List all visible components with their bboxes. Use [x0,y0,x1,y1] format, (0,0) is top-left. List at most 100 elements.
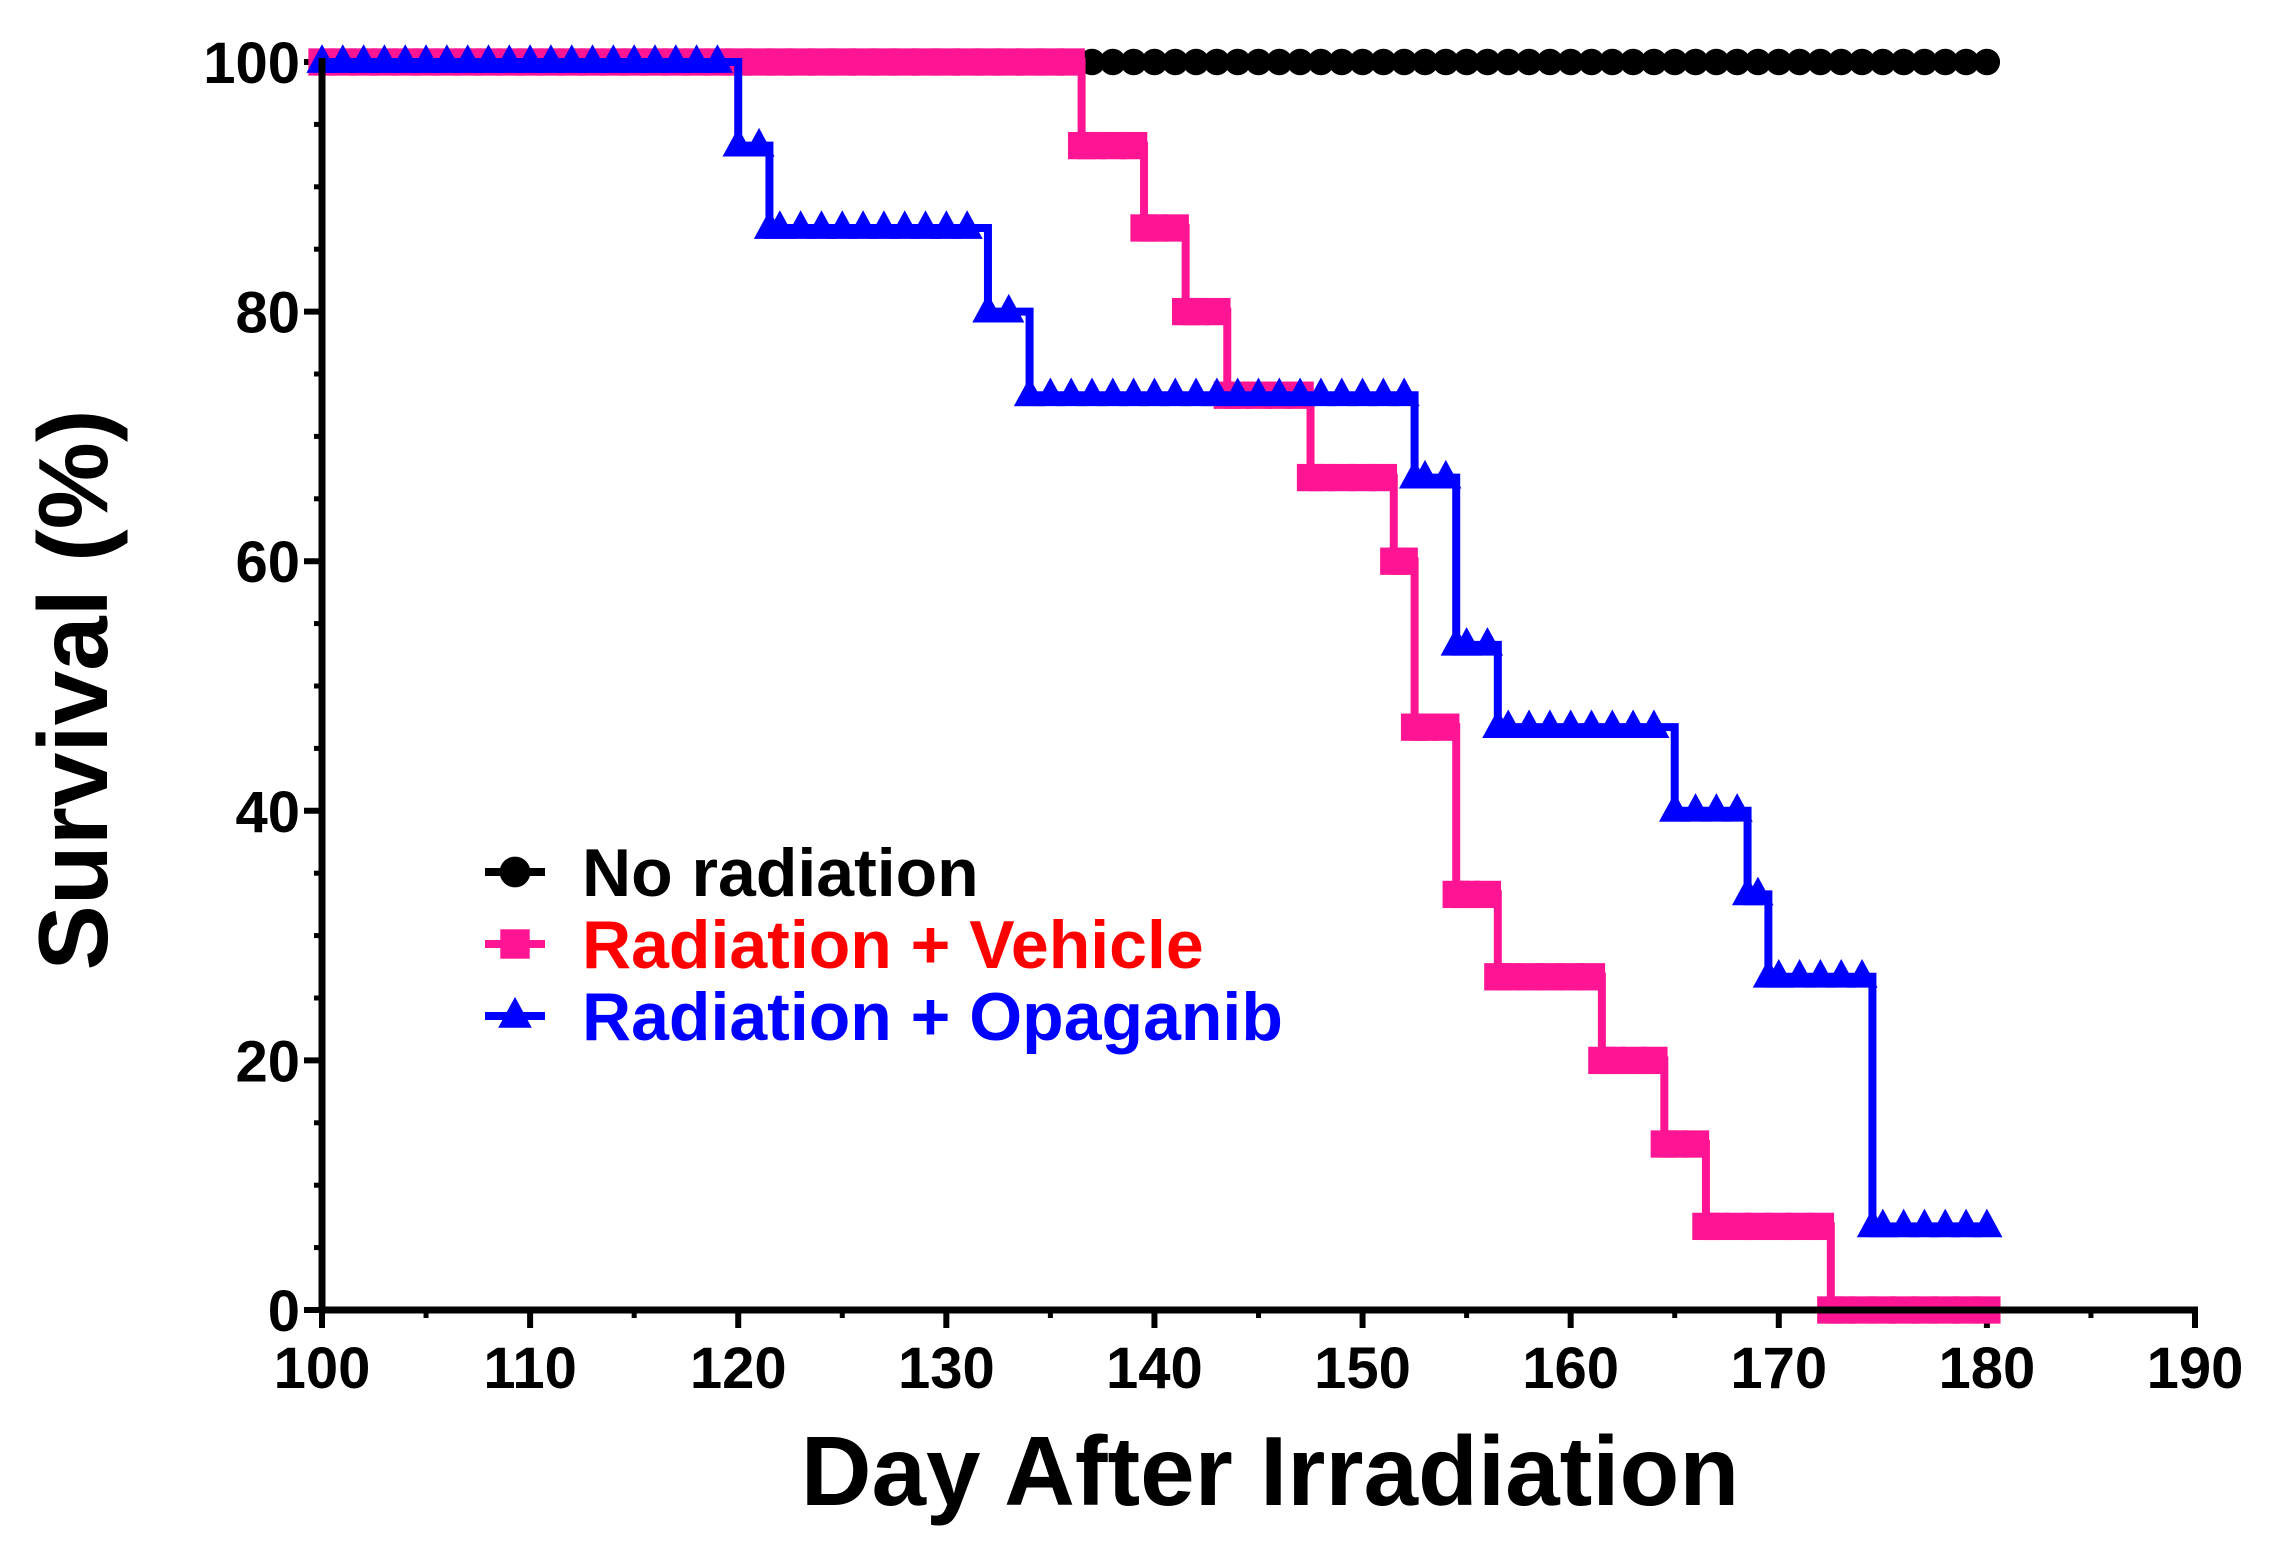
data-point [1828,48,1855,76]
data-point [868,210,900,239]
x-tick-label: 130 [898,1336,995,1401]
data-point [1513,709,1545,739]
data-point [1650,1130,1678,1158]
data-point [1495,48,1522,76]
data-point [1263,377,1295,407]
data-point [1222,377,1254,407]
data-point [1305,377,1337,407]
data-point [972,293,1004,323]
data-point [597,44,629,73]
data-point [452,44,484,73]
data-point [1120,48,1147,76]
data-point [1846,959,1878,988]
data-point [753,210,786,239]
data-point [1848,48,1876,76]
data-point [1619,48,1647,76]
x-tick-label: 190 [2147,1336,2244,1401]
data-point [930,210,962,239]
data-point [1440,627,1472,656]
data-point [1266,48,1293,76]
x-tick-label: 100 [274,1336,371,1401]
data-point [1703,48,1730,76]
data-point [1804,959,1836,988]
legend-label: Radiation + Vehicle [582,907,1204,983]
data-point [1534,709,1566,739]
data-point [1721,793,1753,822]
data-point [1182,48,1210,76]
data-point [1599,48,1626,76]
x-tick-label: 160 [1522,1336,1619,1401]
data-point [1432,713,1460,741]
series-triangle [306,44,2003,1238]
data-point [785,210,817,239]
data-point [472,44,505,73]
x-tick-label: 170 [1730,1336,1827,1401]
data-point [1097,377,1129,407]
x-tick-label: 180 [1938,1336,2035,1401]
data-point [389,44,421,73]
data-point [1659,793,1691,822]
data-point [1055,377,1087,407]
data-point [1172,297,1200,326]
data-point [1783,959,1816,988]
series-square [308,48,2001,1324]
data-point [1640,48,1668,76]
data-point [1484,963,1512,991]
data-point [431,44,463,73]
data-point [1890,48,1917,76]
data-point [1723,48,1751,76]
data-point [1588,1046,1616,1075]
data-point [1180,377,1212,407]
data-point [1515,48,1543,76]
data-point [368,44,401,73]
data-point [1130,214,1158,242]
series-line [322,58,1987,1314]
data-point [805,210,838,239]
data-point [722,127,754,157]
data-point [348,44,380,73]
data-point [993,293,1025,323]
data-point [951,210,983,239]
data-point [1141,48,1168,76]
data-point [1099,48,1127,76]
data-point [1159,377,1191,407]
data-point [1034,377,1066,407]
data-point [1700,793,1732,822]
data-point [1370,48,1397,76]
data-point [514,44,546,73]
data-point [1471,627,1504,656]
y-tick-label: 60 [235,530,300,595]
x-tick-label: 110 [483,1336,577,1401]
data-point [1692,1212,1720,1241]
data-point [1911,48,1938,76]
data-point [1057,48,1085,76]
data-point [1067,131,1096,160]
data-point [1950,1208,1982,1238]
data-point [1390,48,1418,76]
data-point [1617,709,1649,739]
data-point [576,44,609,73]
legend-marker [498,996,532,1028]
data-point [1929,1208,1961,1238]
data-point [1398,459,1431,489]
data-point [1201,377,1233,407]
data-point [1681,1130,1710,1158]
data-point [1482,709,1514,739]
data-point [1284,377,1316,407]
data-point [1326,377,1358,407]
data-point [1731,876,1764,906]
series-group [306,44,2003,1324]
data-point [1203,297,1231,326]
data-point [1973,48,2001,76]
data-point [535,44,567,73]
data-point [1856,1208,1889,1238]
data-point [1578,48,1605,76]
data-point [1682,48,1709,76]
data-point [1367,377,1399,407]
axes-group: 100 110 120 130 140 150 160 170 180 190 0 20 40 60 80 1… [203,31,2243,1401]
data-point [1786,48,1813,76]
axis-lines [318,58,2198,1314]
x-tick-label: 150 [1314,1336,1411,1401]
